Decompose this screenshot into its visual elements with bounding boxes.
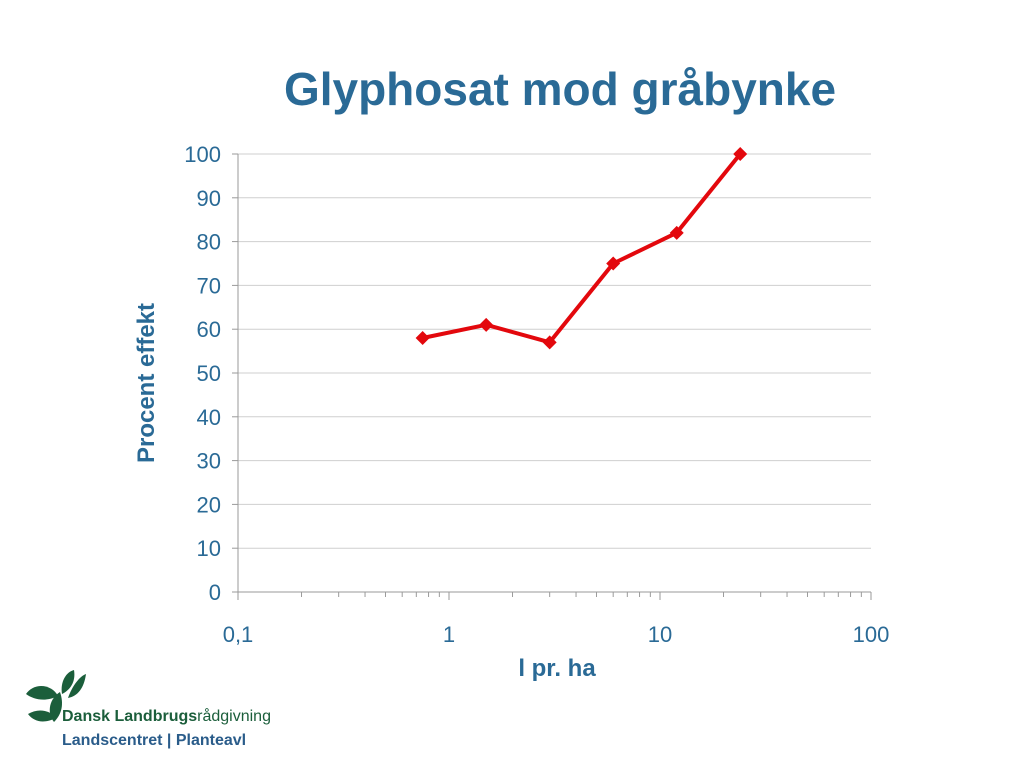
data-point <box>606 256 621 271</box>
series-line <box>422 152 742 345</box>
y-tick-label: 80 <box>197 230 221 255</box>
data-point <box>733 147 748 161</box>
axes <box>232 153 872 600</box>
x-tick-labels: 0,1 1 10 100 <box>223 622 890 647</box>
leaf-logo-icon <box>26 670 86 722</box>
line-chart: 0 10 20 30 40 50 60 70 80 90 100 0,1 1 10 100 l pr. h… <box>133 142 890 682</box>
y-tick-label: 30 <box>197 449 221 474</box>
x-tick-label: 10 <box>648 622 672 647</box>
data-point <box>542 335 557 350</box>
data-point <box>415 330 430 345</box>
x-tick-label: 1 <box>443 622 455 647</box>
x-axis-label: l pr. ha <box>518 655 596 682</box>
y-tick-label: 90 <box>197 186 221 211</box>
plot-area <box>415 147 748 350</box>
y-axis-label: Procent effekt <box>133 303 160 463</box>
y-tick-label: 50 <box>197 361 221 386</box>
y-tick-label: 20 <box>197 492 221 517</box>
logo-line2: Landscentret | Planteavl <box>62 732 247 749</box>
gridlines <box>238 153 871 549</box>
y-tick-label: 40 <box>197 405 221 430</box>
y-tick-label: 100 <box>184 142 221 167</box>
y-tick-label: 70 <box>197 273 221 298</box>
y-tick-label: 60 <box>197 317 221 342</box>
y-tick-labels: 0 10 20 30 40 50 60 70 80 90 100 <box>184 142 221 605</box>
x-tick-label: 0,1 <box>223 622 254 647</box>
logo: Dansk Landbrugsrådgivning Landscentret |… <box>24 668 344 758</box>
chart-title: Glyphosat mod gråbynke <box>283 63 837 115</box>
logo-line1: Dansk Landbrugsrådgivning <box>62 708 271 725</box>
y-tick-label: 10 <box>197 536 221 561</box>
data-point <box>479 317 494 332</box>
data-point <box>669 225 684 240</box>
x-tick-label: 100 <box>853 622 890 647</box>
y-tick-label: 0 <box>209 580 221 605</box>
